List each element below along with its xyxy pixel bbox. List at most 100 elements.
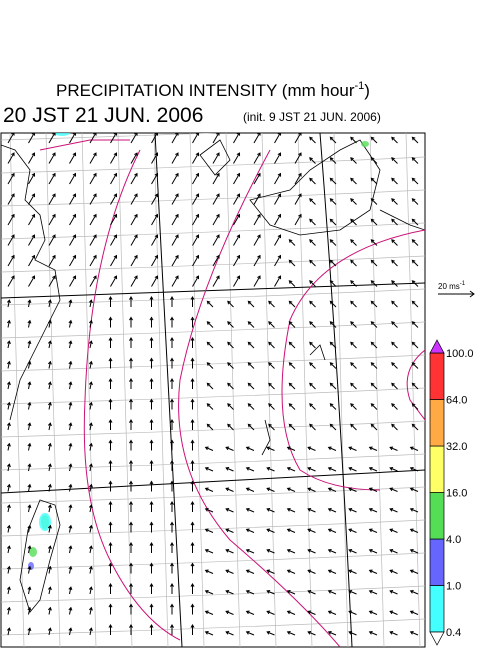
wind-arrow [7, 255, 15, 267]
wind-arrow [268, 423, 275, 431]
wind-arrow-head [195, 275, 200, 280]
wind-arrow [48, 423, 51, 431]
wind-arrow-head [391, 403, 395, 407]
wind-arrow-head [108, 480, 113, 485]
wind-arrow [89, 402, 92, 410]
wind-arrow-head [11, 234, 15, 239]
wind-arrow [369, 590, 378, 595]
wind-arrow-head [190, 419, 195, 423]
wind-arrow-head [368, 507, 373, 512]
wind-arrow [307, 487, 316, 492]
wind-arrow-head [88, 463, 93, 468]
wind-arrow [370, 239, 378, 246]
wind-arrow-head [368, 589, 373, 594]
wind-arrow-head [190, 296, 195, 300]
wind-arrow [266, 467, 275, 472]
wind-arrow-head [409, 589, 414, 594]
wind-arrow-head [277, 152, 282, 157]
wind-arrow-head [411, 341, 416, 346]
wind-arrow-head [236, 193, 241, 198]
wind-arrow-head [329, 218, 334, 223]
wind-arrow [192, 152, 199, 164]
wind-arrow-head [113, 234, 118, 239]
wind-arrow [246, 508, 255, 513]
wind-arrow [130, 214, 138, 226]
wind-arrow-head [286, 569, 291, 574]
wind-arrow [370, 403, 378, 410]
wind-arrow [307, 610, 316, 615]
wind-arrow-head [68, 627, 73, 632]
wind-scale: 20 ms-1 [438, 281, 475, 298]
wind-arrow [48, 173, 56, 185]
wind-arrow-head [350, 157, 354, 161]
wind-arrow [348, 508, 357, 513]
wind-arrow-head [11, 172, 15, 177]
wind-arrow [307, 631, 316, 636]
wind-arrow-head [247, 362, 252, 366]
title: PRECIPITATION INTENSITY (mm hour-1) [56, 80, 370, 100]
wind-arrow-head [170, 460, 174, 464]
wind-arrow-head [170, 542, 174, 546]
wind-arrow [329, 321, 337, 328]
wind-arrow-head [245, 548, 250, 553]
wind-arrow [28, 214, 35, 226]
wind-arrow [268, 300, 275, 308]
wind-arrow-head [350, 423, 354, 428]
wind-arrow [28, 484, 31, 492]
wind-arrow [266, 549, 275, 554]
wind-arrow [411, 259, 419, 267]
wind-arrow [389, 467, 398, 472]
wind-arrow-head [227, 300, 231, 305]
wind-arrow-head [190, 439, 195, 444]
wind-arrow-head [370, 198, 375, 202]
wind-arrow-head [391, 177, 395, 182]
wind-arrow [410, 569, 419, 574]
wind-arrow-head [154, 234, 159, 239]
wind-arrow-head [277, 133, 282, 136]
wind-arrow [391, 423, 398, 431]
wind-arrow [28, 275, 35, 287]
wind-arrow [7, 525, 10, 533]
wind-arrow-head [257, 152, 261, 157]
wind-arrow [7, 133, 15, 144]
wind-arrow-head [288, 300, 293, 305]
wind-arrow [205, 487, 214, 492]
wind-arrow [411, 136, 419, 144]
wind-arrow [233, 275, 240, 287]
wind-arrow-head [204, 507, 209, 512]
wind-arrow-head [236, 254, 241, 259]
wind-arrow [288, 239, 296, 246]
wind-arrow-head [27, 381, 32, 386]
wind-arrow-head [149, 316, 154, 321]
wind-arrow-head [88, 483, 93, 488]
wind-arrow-head [409, 487, 414, 492]
wind-arrow [7, 505, 10, 513]
wind-arrow [171, 234, 179, 246]
precip-area [39, 513, 51, 531]
wind-arrow [28, 382, 31, 390]
wind-arrow [411, 362, 419, 369]
wind-arrow [328, 508, 337, 513]
colorbar-segment [429, 585, 445, 633]
wind-arrow-head [309, 423, 313, 428]
wind-arrow-head [190, 378, 195, 382]
wind-arrow [369, 569, 378, 574]
wind-arrow-head [266, 466, 271, 471]
wind-arrow [205, 631, 214, 636]
wind-arrow-head [288, 239, 293, 243]
wind-arrow [247, 423, 255, 431]
wind-arrow-head [350, 362, 354, 366]
wind-arrow-head [370, 239, 375, 243]
wind-arrow [69, 152, 76, 164]
wind-arrow-head [52, 152, 56, 157]
wind-arrow-head [286, 507, 291, 512]
colorbar-segment [429, 538, 445, 586]
wind-arrow-head [129, 357, 133, 362]
wind-arrow [309, 300, 316, 308]
wind-arrow [253, 214, 261, 226]
wind-arrow-head [298, 152, 302, 157]
wind-arrow [391, 362, 398, 369]
wind-arrow-head [206, 321, 211, 325]
wind-arrow [328, 569, 337, 574]
colorbar-under [429, 631, 445, 646]
